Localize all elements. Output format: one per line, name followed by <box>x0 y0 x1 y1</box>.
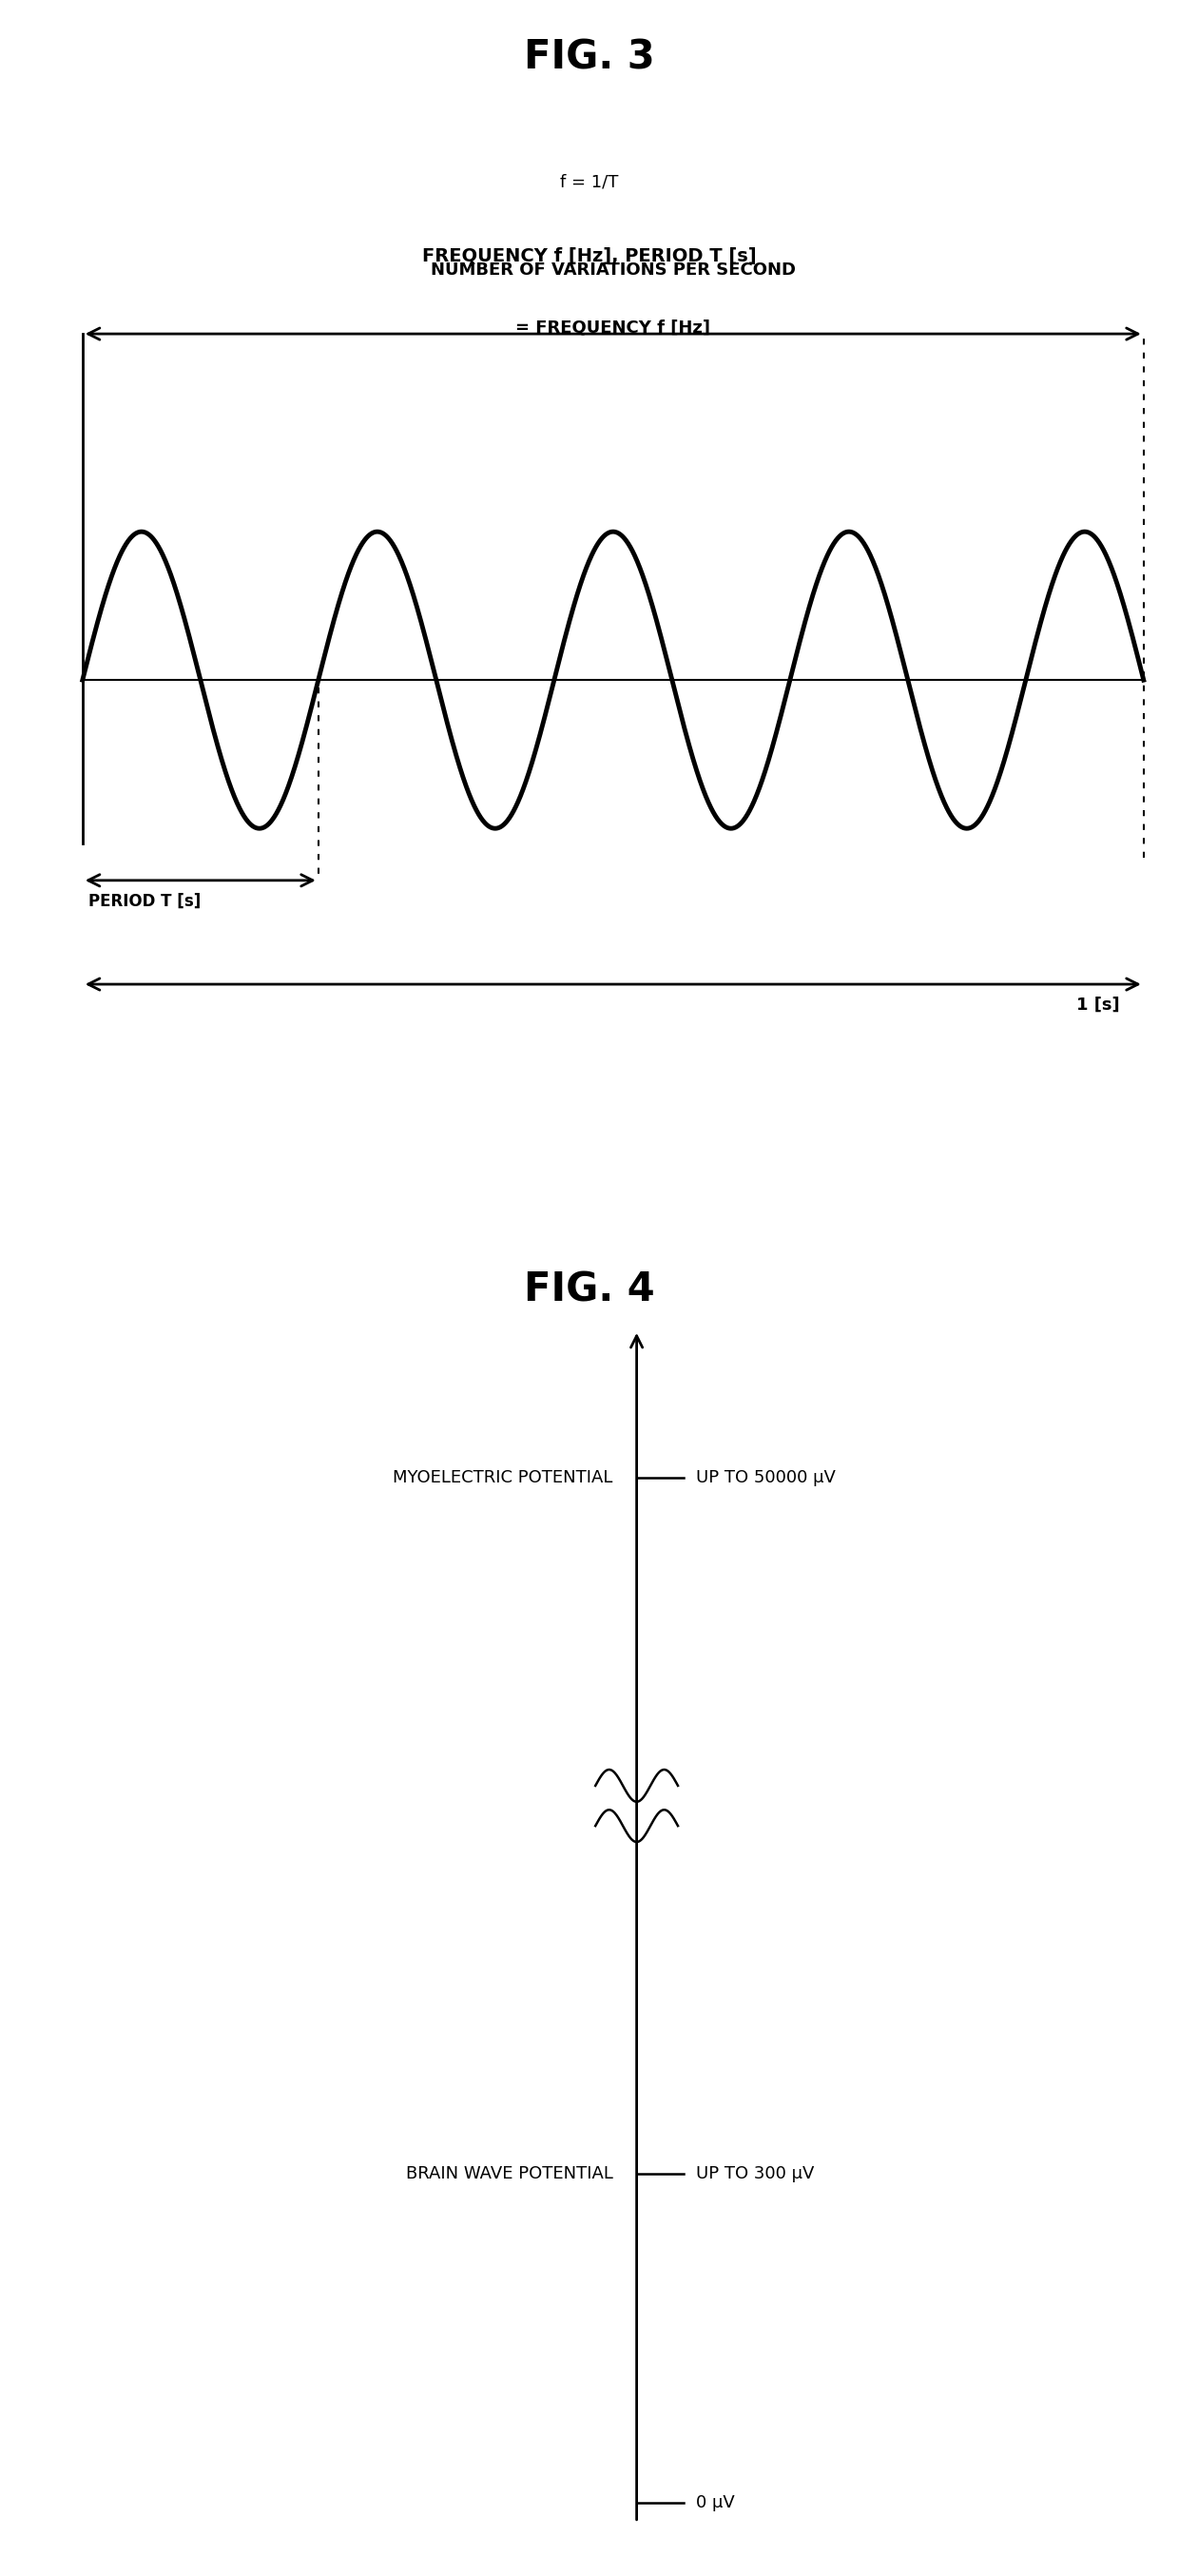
Text: FIG. 3: FIG. 3 <box>523 36 656 77</box>
Text: BRAIN WAVE POTENTIAL: BRAIN WAVE POTENTIAL <box>406 2166 613 2182</box>
Text: NUMBER OF VARIATIONS PER SECOND: NUMBER OF VARIATIONS PER SECOND <box>430 260 796 278</box>
Text: = FREQUENCY f [Hz]: = FREQUENCY f [Hz] <box>515 319 711 335</box>
Text: 0 μV: 0 μV <box>696 2494 735 2512</box>
Text: FIG. 4: FIG. 4 <box>525 1270 654 1311</box>
Text: PERIOD T [s]: PERIOD T [s] <box>88 894 200 909</box>
Text: MYOELECTRIC POTENTIAL: MYOELECTRIC POTENTIAL <box>393 1468 613 1486</box>
Text: UP TO 50000 μV: UP TO 50000 μV <box>696 1468 835 1486</box>
Text: FREQUENCY f [Hz], PERIOD T [s]: FREQUENCY f [Hz], PERIOD T [s] <box>422 247 757 265</box>
Text: f = 1/T: f = 1/T <box>560 173 619 191</box>
Text: UP TO 300 μV: UP TO 300 μV <box>696 2166 814 2182</box>
Text: 1 [s]: 1 [s] <box>1076 997 1120 1015</box>
